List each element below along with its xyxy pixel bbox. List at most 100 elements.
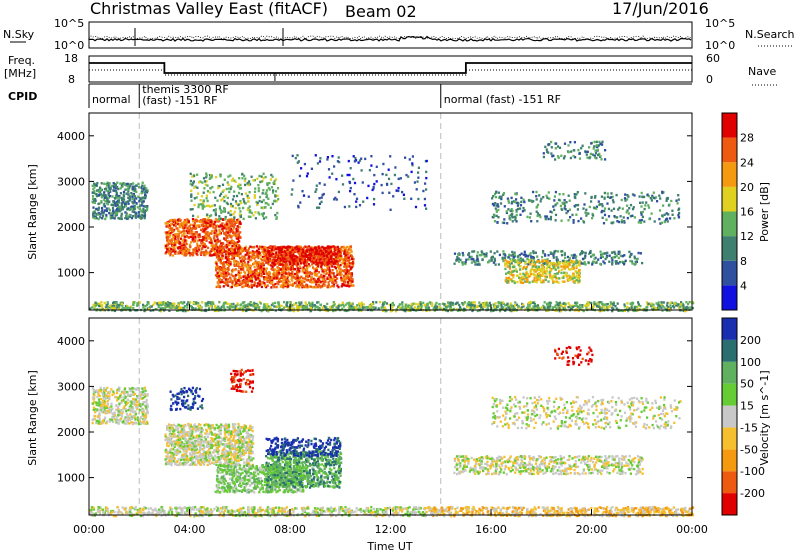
data-cell [193,223,196,227]
data-cell [196,215,199,218]
data-cell [228,227,231,230]
data-cell [347,272,350,276]
data-cell [262,281,265,284]
data-cell [535,265,538,268]
data-cell [214,212,217,216]
data-cell [577,281,580,284]
data-cell [110,304,113,307]
data-cell [519,272,522,276]
data-cell [173,251,176,254]
data-cell [244,253,247,257]
data-cell [588,252,591,255]
data-cell [232,230,235,233]
data-cell [195,252,198,255]
data-cell [658,194,661,197]
data-cell [99,216,102,219]
data-cell [213,237,216,241]
data-cell [601,140,604,143]
data-cell [336,256,339,259]
data-cell [534,274,537,277]
data-cell [512,255,515,259]
data-cell [562,265,565,268]
data-cell [132,307,135,310]
data-cell [272,261,275,265]
data-cell [554,203,557,206]
data-cell [122,205,126,209]
data-cell [606,202,609,205]
data-cell [276,281,279,284]
data-cell [225,283,228,287]
data-cell [330,245,333,249]
data-cell [301,277,304,280]
data-cell [256,272,259,275]
data-cell [532,250,535,253]
data-cell [346,281,349,284]
data-cell [216,247,219,251]
data-cell [232,195,235,198]
data-cell [226,240,229,243]
data-cell [308,272,311,275]
data-cell [92,214,95,217]
data-cell [535,206,538,209]
data-cell [540,264,543,267]
data-cell [295,281,298,284]
data-cell [279,268,282,271]
data-cell [97,206,101,209]
data-cell [242,259,245,263]
data-cell [199,244,202,247]
data-cell [192,237,195,241]
data-cell [264,175,267,179]
data-cell [213,247,216,251]
data-cell [582,219,585,223]
data-cell [631,207,635,211]
data-cell [520,252,523,255]
data-cell [303,271,306,274]
data-cell [342,284,345,287]
data-cell [260,247,263,251]
data-cell [227,252,231,255]
data-cell [253,245,256,249]
data-cell [168,235,171,239]
data-cell [291,259,294,262]
data-cell [303,256,306,260]
data-cell [328,260,331,264]
data-cell [215,285,218,289]
data-cell [114,187,118,190]
data-cell [221,255,224,258]
data-cell [509,257,512,261]
data-cell [269,206,272,209]
data-cell [458,253,461,256]
data-cell [504,264,507,267]
data-cell [586,150,589,153]
data-cell [236,261,239,264]
data-cell [306,245,309,249]
data-cell [607,207,610,211]
data-cell [282,279,285,282]
data-cell [250,271,254,274]
data-cell [549,215,553,219]
data-cell [639,221,643,224]
data-cell [135,212,138,215]
data-cell [345,267,348,270]
data-cell [198,233,201,236]
data-cell [513,280,516,283]
data-cell [229,286,232,289]
data-cell [209,219,212,222]
data-cell [234,180,237,183]
data-cell [261,214,265,217]
data-cell [304,245,307,248]
data-cell [603,207,607,210]
data-cell [232,225,235,229]
data-cell [124,216,127,220]
data-cell [258,246,261,249]
data-cell [256,306,259,309]
data-cell [591,153,595,156]
data-cell [521,258,524,261]
data-cell [629,215,632,218]
data-cell [476,263,479,266]
data-cell [278,259,281,262]
data-cell [310,246,313,249]
data-cell [323,277,326,281]
data-cell [205,176,208,179]
data-cell [315,260,318,264]
